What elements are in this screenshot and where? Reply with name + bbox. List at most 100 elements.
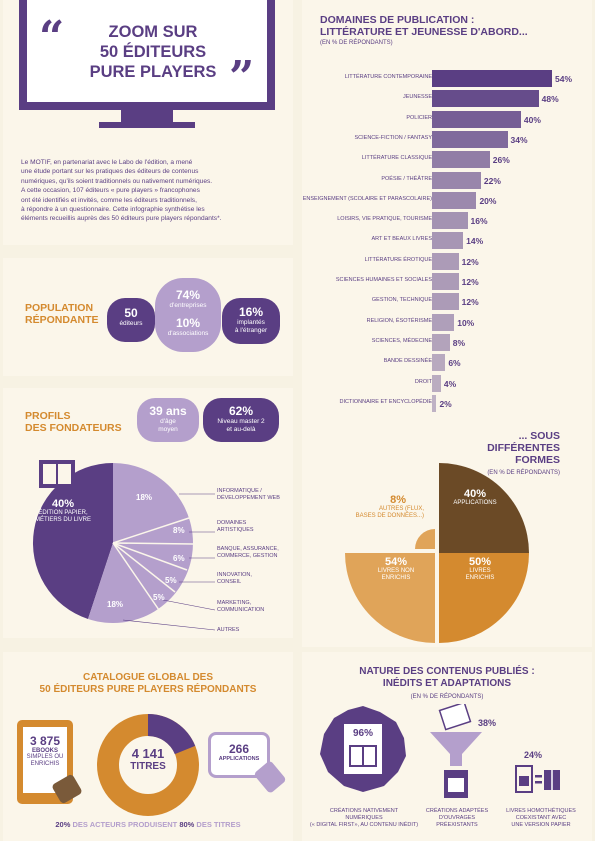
population-title-line2: RÉPONDANTE <box>25 314 99 326</box>
domaines-title-line2: LITTÉRATURE ET JEUNESSE D'ABORD... <box>320 26 528 38</box>
bar-label: LITTÉRATURE ÉROTIQUE <box>364 256 432 263</box>
bar-value: 12% <box>461 297 479 308</box>
bar-row: POÉSIE / THÉÂTRE 22% <box>302 171 592 190</box>
adapt-caption1: CRÉATIONS ADAPTÉES <box>425 808 489 814</box>
bar <box>432 212 468 230</box>
population-title: POPULATION RÉPONDANTE <box>25 302 99 326</box>
apps-label: APPLICATIONS <box>218 756 260 762</box>
fondateurs-panel: PROFILS DES FONDATEURS 39 ans d'âge moye… <box>3 388 293 638</box>
slice-value-3: 5% <box>165 576 177 585</box>
slice-caption-1-line1: DOMAINES <box>217 520 247 526</box>
intro-line: numériques, qu'ils soient traditionnels … <box>21 177 213 185</box>
header-panel: “ ” ZOOM SUR 50 ÉDITEURS PURE PLAYERS Le… <box>3 0 293 245</box>
main-slice-label2: MÉTIERS DU LIVRE <box>34 517 91 523</box>
bar-label: JEUNESSE <box>402 94 432 101</box>
main-slice-value: 40% <box>51 498 75 510</box>
catalogue-title-line1: CATALOGUE GLOBAL DES <box>83 672 213 683</box>
bar-row: SCIENCES HUMAINES ET SOCIALES 12% <box>302 273 592 291</box>
slice-caption-3: INNOVATION, CONSEIL <box>217 572 252 585</box>
slice-value-2: 6% <box>173 554 185 563</box>
slice-caption-0-line1: INFORMATIQUE / <box>217 488 262 494</box>
bar-row: GESTION, TECHNIQUE 12% <box>302 293 592 311</box>
editeurs-value: 50 <box>124 306 138 320</box>
formes-title-line2: DIFFÉRENTES <box>487 442 560 454</box>
bar-label: RELIGION, ÉSOTÉRISME <box>366 317 432 324</box>
nature-title-line2: INÉDITS ET ADAPTATIONS <box>382 678 512 689</box>
adapt-caption2: D'OUVRAGES <box>438 814 476 821</box>
bar-value: 2% <box>439 398 452 409</box>
slice-caption-0: INFORMATIQUE / DÉVELOPPEMENT WEB <box>217 488 280 501</box>
title-line1: ZOOM SUR <box>108 23 198 41</box>
bar-value: 48% <box>541 94 559 105</box>
bar <box>432 90 539 108</box>
bar-value: 8% <box>452 337 466 348</box>
intro-line: à répondre à un questionnaire. Cette inf… <box>21 206 205 214</box>
bar-label: SCIENCE-FICTION / FANTASY <box>354 134 432 141</box>
native-value: 96% <box>352 728 373 739</box>
slice-value-5: 18% <box>107 600 124 609</box>
ebooks-sub2: ENRICHIS <box>30 761 60 767</box>
etranger-bubble: 16% implantés à l'étranger <box>222 298 280 344</box>
age-value: 39 ans <box>149 404 187 418</box>
left-column: “ ” ZOOM SUR 50 ÉDITEURS PURE PLAYERS Le… <box>3 0 293 841</box>
homo-value: 24% <box>524 750 543 760</box>
aut-caption1: AUTRES (FLUX, <box>378 506 424 512</box>
master-bubble: 62% Niveau master 2 et au-delà <box>203 398 279 442</box>
homo-caption1: LIVRES HOMOTHÉTIQUES <box>506 808 576 814</box>
slice-enrichis <box>439 553 529 643</box>
bar-row: DICTIONNAIRE ET ENCYCLOPÉDIE 2% <box>302 394 592 413</box>
domaines-panel: DOMAINES DE PUBLICATION : LITTÉRATURE ET… <box>302 0 592 422</box>
non-value: 54% <box>384 556 408 568</box>
intro-line: Le MOTIF, en partenariat avec le Labo de… <box>21 159 193 166</box>
entreprises-label: d'entreprises <box>169 302 207 309</box>
slice-applications <box>439 463 529 553</box>
bar-row: BANDE DESSINÉE 6% <box>302 354 592 372</box>
etranger-label2: à l'étranger <box>234 327 268 334</box>
intro-line: A cette occasion, 107 éditeurs « pure pl… <box>21 187 200 195</box>
bar-label: POLICIER <box>406 114 432 121</box>
bar-label: LITTÉRATURE CLASSIQUE <box>361 155 432 162</box>
slice-caption-3-line1: INNOVATION, <box>217 572 252 578</box>
bar <box>432 191 477 209</box>
monitor-stand <box>121 110 173 122</box>
native-caption: CRÉATIONS NATIVEMENT NUMÉRIQUES (« DIGIT… <box>306 808 422 828</box>
bar <box>432 293 459 311</box>
bar-row: LITTÉRATURE CLASSIQUE 26% <box>302 151 592 169</box>
formes-title-line3: FORMES <box>515 454 560 466</box>
catalogue-title: CATALOGUE GLOBAL DES 50 ÉDITEURS PURE PL… <box>3 672 293 696</box>
slice-autres <box>415 529 435 549</box>
domaines-title-line1: DOMAINES DE PUBLICATION : <box>320 14 475 26</box>
etranger-value: 16% <box>238 305 264 319</box>
titres-label: TITRES <box>130 761 166 772</box>
title-line3: PURE PLAYERS <box>89 63 217 81</box>
bar-value: 16% <box>470 216 488 227</box>
bar-value: 12% <box>461 277 479 287</box>
fondateurs-pie <box>32 460 216 631</box>
slice-caption-2: BANQUE, ASSURANCE, COMMERCE, GESTION <box>217 546 279 559</box>
bar-label: ENSEIGNEMENT (SCOLAIRE ET PARASCOLAIRE) <box>302 195 432 202</box>
bar <box>432 394 437 412</box>
bar-row: LOISIRS, VIE PRATIQUE, TOURISME 16% <box>302 212 592 230</box>
bar-value: 54% <box>555 74 573 84</box>
intro-text: Le MOTIF, en partenariat avec le Labo de… <box>21 158 293 224</box>
slice-caption-1: DOMAINES ARTISTIQUES <box>217 520 254 533</box>
slice-caption-3-line2: CONSEIL <box>217 578 242 585</box>
bar-value: 26% <box>492 155 510 166</box>
footer-b: DES ACTEURS PRODUISENT <box>70 820 180 829</box>
title-line2: 50 ÉDITEURS <box>99 43 207 61</box>
bar-row: ART ET BEAUX LIVRES 14% <box>302 232 592 250</box>
bar <box>432 313 455 331</box>
bar <box>432 232 464 250</box>
formes-subtitle: (EN % DE RÉPONDANTS) <box>487 470 560 476</box>
bar-row: LITTÉRATURE CONTEMPORAINE 54% <box>302 70 592 88</box>
non-caption2: ENRICHIS <box>381 575 411 581</box>
monitor-screen <box>27 0 267 102</box>
bar-label: BANDE DESSINÉE <box>383 358 432 365</box>
aut-value: 8% <box>390 494 406 506</box>
intro-line: éléments recueillis auprès des 50 éditeu… <box>21 215 222 223</box>
nature-title-line1: NATURE DES CONTENUS PUBLIÉS : <box>359 666 535 677</box>
bar-label: SCIENCES, MÉDECINE <box>371 337 432 344</box>
ebooks-sub1: SIMPLES OU <box>26 754 64 760</box>
enr-label: 50% LIVRES ENRICHIS <box>452 556 508 582</box>
nature-title: NATURE DES CONTENUS PUBLIÉS : INÉDITS ET… <box>302 666 592 690</box>
